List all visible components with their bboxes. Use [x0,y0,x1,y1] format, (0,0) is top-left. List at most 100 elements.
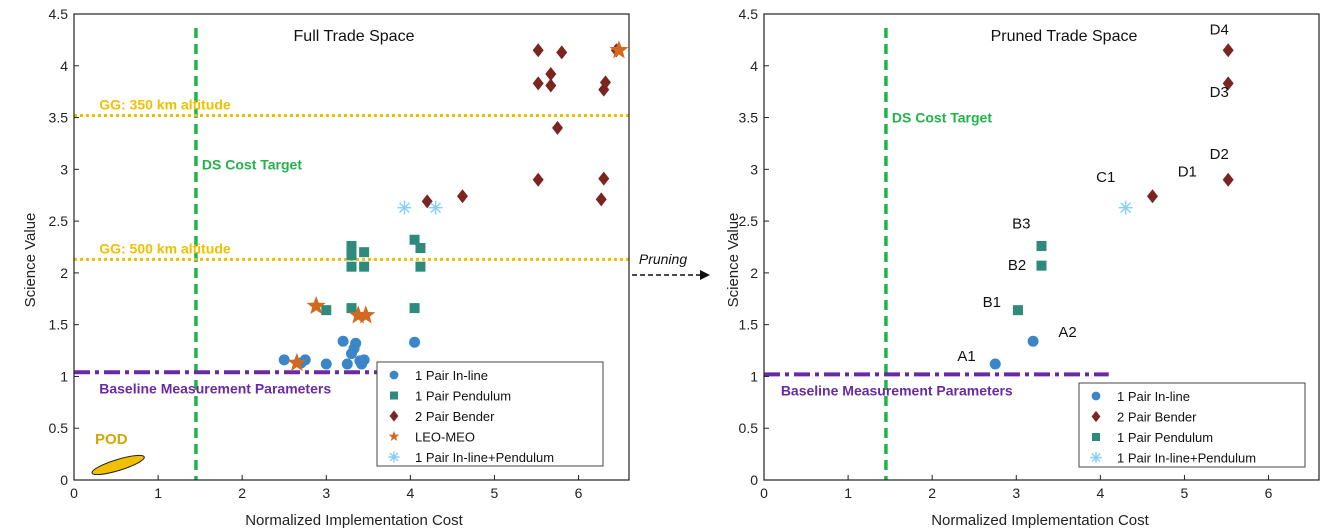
full-1-pair-pendulum-point [359,261,370,272]
full-2-pair-bender-point [532,76,544,91]
pruned-x-tick-label: 1 [844,485,852,501]
pruned-annotations: DS Cost Target Baseline Measurement Param… [781,110,1013,399]
full-1-pair-pendulum-point [346,240,357,251]
full-x-tick-label: 0 [70,485,78,501]
full-1-pair-pendulum-point [359,247,370,258]
full-2-pair-bender-point [421,194,433,209]
full-legend-entry-1-pair-pendulum: 1 Pair Pendulum [415,389,511,404]
pruned-y-tick-label: 1.5 [739,317,759,333]
point-label-b3: B3 [1012,215,1030,232]
full-axis-ticks: 0 1 2 3 4 5 6 0 0.5 1 1.5 2 2.5 3 3.5 4 4.5 [49,6,583,501]
pruned-1-pair-in-line-point [1027,335,1039,347]
pruned-x-tick-label: 4 [1096,485,1104,501]
full-y-axis-label: Science Value [22,213,39,308]
full-1-pair-in-line-point [409,336,421,348]
full-2-pair-bender-point [545,67,557,82]
full-y-tick-label: 4.5 [49,6,69,22]
full-leo-meo-point [356,305,376,324]
full-x-tick-label: 1 [154,485,162,501]
full-x-axis-label: Normalized Implementation Cost [245,512,463,529]
full-x-tick-label: 2 [238,485,246,501]
full-y-tick-label: 4 [60,58,68,74]
pruned-trade-space-title: Pruned Trade Space [991,28,1138,45]
full-2-pair-bender-point [599,75,611,90]
pruned-baseline-measurement-parameters-label: Baseline Measurement Parameters [781,382,1013,398]
full-y-tick-label: 3 [60,161,68,177]
pruned-x-axis-label: Normalized Implementation Cost [931,512,1149,529]
full-legend-entry-leo-meo: LEO-MEO [415,430,475,445]
pruned-y-tick-label: 0 [750,472,758,488]
full-2-pair-bender-point [532,43,544,58]
full-leo-meo-point [287,352,307,372]
pruning-arrow-head [700,270,710,280]
full-legend-marker-1-pair-in-line-pendulum [388,451,400,463]
full-1-pair-pendulum-point [409,234,420,245]
pruned-y-tick-label: 2 [750,265,758,281]
pruned-legend: 1 Pair In-line 2 Pair Bender 1 Pair Pendul… [1078,382,1306,468]
pruned-x-tick-label: 0 [760,485,768,501]
pruned-ds-cost-target-label: DS Cost Target [892,110,992,126]
pruned-1-pair-in-line-pendulum-point [1118,200,1133,215]
full-2-pair-bender-point [552,120,564,135]
full-legend-entry-1-pair-in-line-pendulum: 1 Pair In-line+Pendulum [415,450,554,465]
full-1-pair-pendulum-point [409,303,420,314]
full-x-tick-label: 4 [406,485,414,501]
full-gg-350-km-altitude-label: GG: 350 km altitude [99,96,231,112]
full-leo-meo-point [609,40,629,59]
full-1-pair-in-line-pendulum-point [397,200,412,215]
full-y-tick-label: 0 [60,472,68,488]
full-1-pair-pendulum-point [415,243,426,254]
pruned-y-tick-label: 1 [750,368,758,384]
full-1-pair-pendulum-point [346,250,357,261]
full-legend-box [376,361,604,467]
pruned-data-marks: A1 A2 B1 B2 B3 C1 D1 D2 D3 D4 [957,22,1234,370]
pruned-reference-lines [764,28,1109,480]
full-ds-cost-target-label: DS Cost Target [202,156,302,172]
pruned-axes-box [763,13,1320,481]
pruned-1-pair-pendulum-point [1012,305,1023,316]
full-data-marks [278,40,629,372]
full-2-pair-bender-point [595,192,607,207]
full-1-pair-pendulum-point [346,303,357,314]
point-label-a1: A1 [957,348,975,365]
full-y-tick-label: 2.5 [49,213,69,229]
full-2-pair-bender-point [545,78,557,93]
full-leo-meo-point [306,296,326,315]
full-legend-entry-2-pair-bender: 2 Pair Bender [415,409,495,424]
point-label-c1: C1 [1096,169,1115,186]
pruned-1-pair-in-line-point [989,358,1001,370]
point-label-b2: B2 [1008,257,1026,274]
pruned-2-pair-bender-point [1222,43,1234,58]
pruned-x-tick-label: 6 [1265,485,1273,501]
pruned-y-tick-label: 4.5 [739,6,759,22]
pruned-legend-entry-1-pair-in-line: 1 Pair In-line [1117,389,1190,404]
pruned-legend-marker-1-pair-pendulum [1092,433,1100,441]
pruned-2-pair-bender-point [1147,189,1158,204]
full-x-tick-label: 3 [322,485,330,501]
point-label-d1: D1 [1178,164,1197,181]
pruned-y-tick-label: 4 [750,58,758,74]
pruned-x-tick-label: 5 [1181,485,1189,501]
pruned-legend-entry-2-pair-bender: 2 Pair Bender [1117,410,1197,425]
full-1-pair-in-line-point [350,337,362,349]
full-y-tick-label: 0.5 [49,420,69,436]
full-2-pair-bender-point [532,172,544,187]
full-1-pair-pendulum-point [346,261,357,272]
pruned-y-tick-label: 2.5 [739,213,759,229]
full-x-tick-label: 6 [575,485,583,501]
pruned-2-pair-bender-point [1222,76,1234,91]
point-label-b1: B1 [983,294,1001,311]
full-1-pair-in-line-point [358,354,370,366]
full-x-tick-label: 5 [491,485,499,501]
point-label-d3: D3 [1210,84,1229,101]
full-baseline-measurement-parameters-label: Baseline Measurement Parameters [99,380,331,396]
full-legend: 1 Pair In-line 1 Pair Pendulum 2 Pair Bend… [376,361,604,467]
full-y-tick-label: 1.5 [49,317,69,333]
pruned-x-tick-label: 3 [1012,485,1020,501]
full-legend-entry-1-pair-in-line: 1 Pair In-line [415,368,488,383]
full-leo-meo-point [348,305,368,324]
full-y-tick-label: 1 [60,368,68,384]
full-gg-500-km-altitude-label: GG: 500 km altitude [99,240,231,256]
pruned-x-tick-label: 2 [928,485,936,501]
